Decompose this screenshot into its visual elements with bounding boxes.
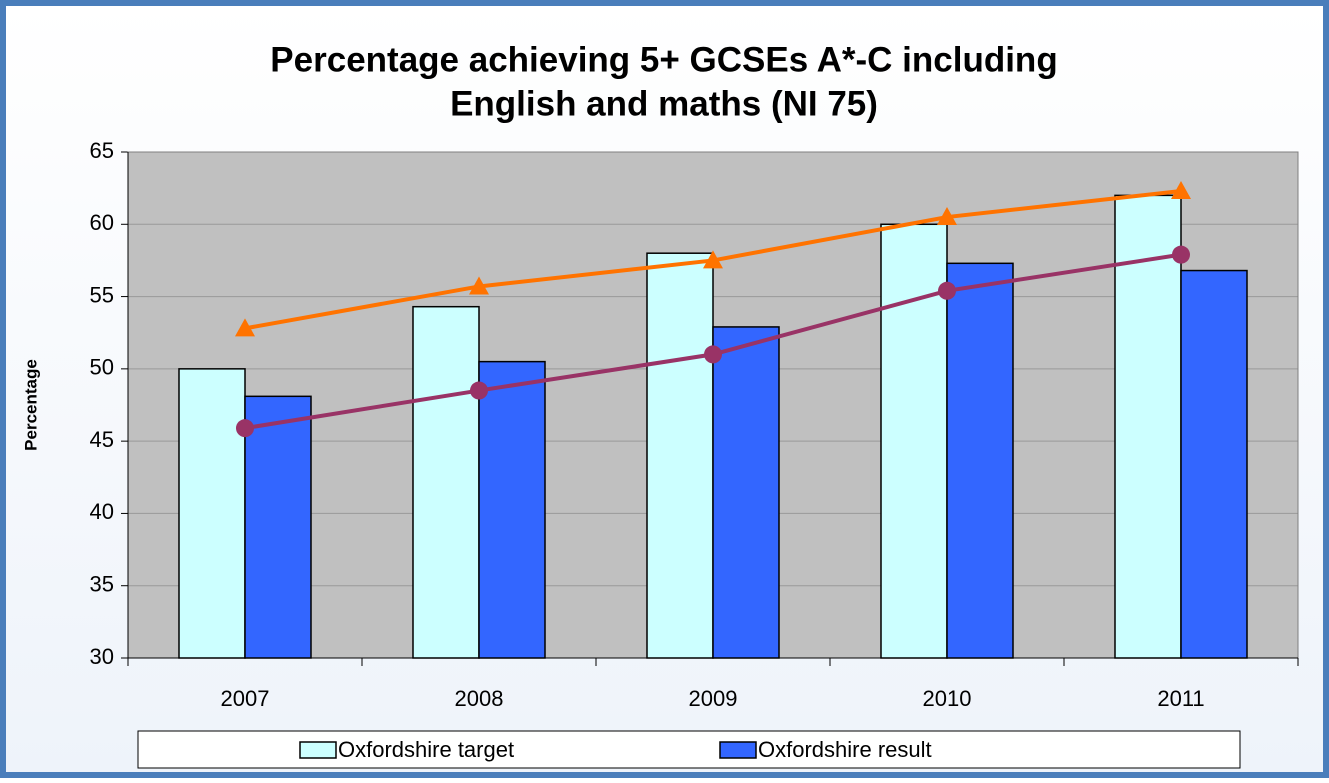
legend-label: Oxfordshire target	[338, 737, 514, 762]
bar	[646, 252, 714, 659]
x-tick-label: 2009	[689, 686, 738, 711]
marker	[937, 207, 957, 226]
marker	[470, 381, 488, 400]
bar	[412, 305, 480, 659]
marker	[236, 419, 254, 438]
bar	[244, 395, 312, 659]
chart-title: English and maths (NI 75)	[450, 84, 878, 123]
y-tick-label: 60	[90, 210, 114, 235]
y-tick-label: 45	[90, 427, 114, 452]
marker	[235, 318, 255, 337]
marker	[1171, 181, 1191, 200]
bar	[1180, 269, 1248, 659]
chart-title: Percentage achieving 5+ GCSEs A*-C inclu…	[270, 40, 1057, 79]
legend-swatch	[719, 741, 757, 759]
bar	[712, 326, 780, 659]
bar	[178, 368, 246, 659]
bar	[478, 360, 546, 659]
x-tick-label: 2011	[1157, 686, 1204, 711]
y-tick-label: 30	[90, 644, 114, 669]
bar	[946, 262, 1014, 659]
y-tick-label: 40	[90, 499, 114, 524]
marker	[938, 281, 956, 300]
y-tick-label: 65	[90, 138, 114, 163]
x-tick-label: 2007	[221, 686, 270, 711]
legend-swatch	[299, 741, 337, 759]
marker	[704, 345, 722, 364]
y-tick-label: 50	[90, 355, 114, 380]
x-tick-label: 2010	[923, 686, 972, 711]
y-tick-label: 35	[90, 572, 114, 597]
x-tick-label: 2008	[455, 686, 504, 711]
bar	[880, 223, 948, 659]
y-tick-label: 55	[90, 282, 114, 307]
marker	[469, 276, 489, 295]
y-axis-title: Percentage	[21, 359, 40, 451]
marker	[703, 250, 723, 269]
legend-label: Oxfordshire result	[758, 737, 932, 762]
marker	[1172, 245, 1190, 264]
